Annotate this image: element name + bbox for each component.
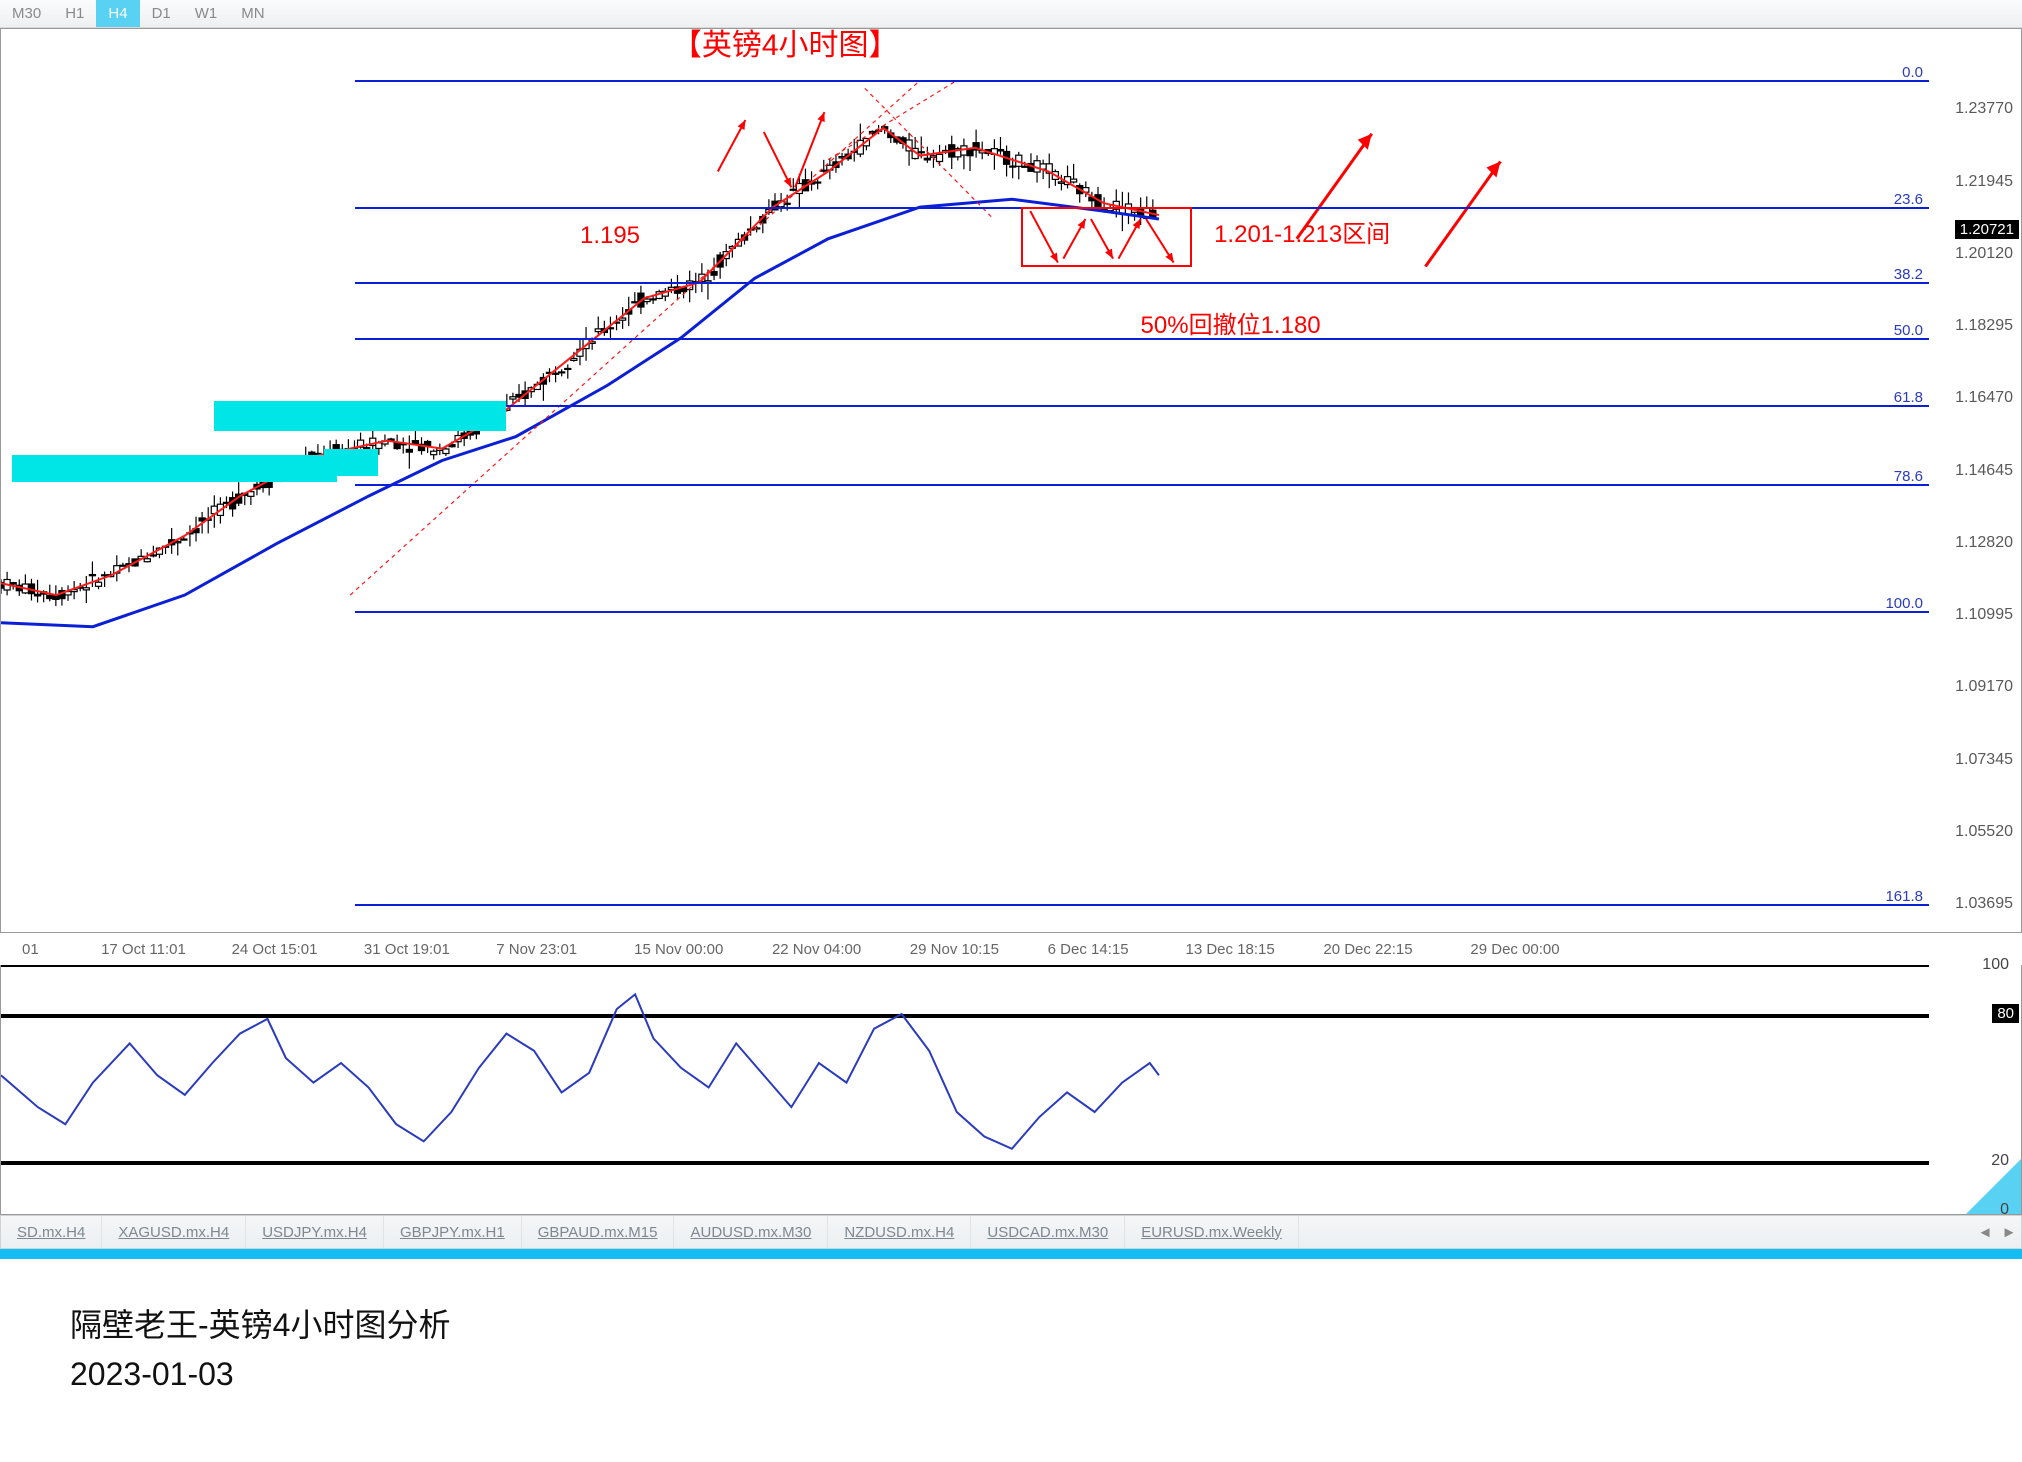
fib-label: 161.8 [1885,888,1923,905]
annotation-retracement: 50%回撤位1.180 [1141,305,1321,340]
price-tick: 1.20120 [1955,245,2013,263]
indicator-panel[interactable]: 0208010080 [0,965,2022,1215]
timeframe-mn[interactable]: MN [229,0,276,27]
indicator-badge: 80 [1992,1004,2019,1023]
timeframe-bar: M30H1H4D1W1MN [0,0,2022,28]
symbol-tab[interactable]: USDJPY.mx.H4 [246,1216,384,1248]
price-tick: 1.07345 [1955,751,2013,769]
current-price-badge: 1.20721 [1955,220,2019,239]
symbol-tabs-bar: SD.mx.H4XAGUSD.mx.H4USDJPY.mx.H4GBPJPY.m… [0,1215,2022,1249]
indicator-tick: 20 [1991,1152,2009,1170]
price-tick: 1.10995 [1955,606,2013,624]
indicator-canvas [1,965,1839,1215]
fib-label: 100.0 [1885,595,1923,612]
time-tick: 29 Nov 10:15 [910,941,999,958]
symbol-tab[interactable]: AUDUSD.mx.M30 [674,1216,828,1248]
price-tick: 1.03695 [1955,895,2013,913]
time-axis: 01 17 Oct 11:01 24 Oct 15:01 31 Oct 19:01 7 … [0,933,2022,963]
fib-line-0.0 [355,80,1930,82]
time-tick: 20 Dec 22:15 [1323,941,1412,958]
chart-title-cn: 【英镑4小时图】 [672,20,899,64]
time-tick: 13 Dec 18:15 [1186,941,1275,958]
fib-label: 0.0 [1902,64,1923,81]
price-tick: 1.14645 [1955,462,2013,480]
symbol-tab[interactable]: EURUSD.mx.Weekly [1125,1216,1299,1248]
time-tick: 01 [22,941,39,958]
supply-zone-0 [12,455,337,483]
time-tick: 7 Nov 23:01 [496,941,577,958]
price-tick: 1.21945 [1955,173,2013,191]
symbol-tab[interactable]: NZDUSD.mx.H4 [828,1216,971,1248]
annotation-range: 1.201-1.213区间 [1214,214,1390,249]
timeframe-h4[interactable]: H4 [96,0,139,27]
symbol-tab[interactable]: SD.mx.H4 [1,1216,102,1248]
time-tick: 6 Dec 14:15 [1048,941,1129,958]
fib-line-78.6 [355,484,1930,486]
annotation-1195: 1.195 [580,222,640,250]
symbol-tab[interactable]: GBPJPY.mx.H1 [384,1216,522,1248]
caption-date: 2023-01-03 [70,1356,450,1393]
fib-line-61.8 [355,405,1930,407]
timeframe-m30[interactable]: M30 [0,0,53,27]
timeframe-w1[interactable]: W1 [183,0,230,27]
timeframe-d1[interactable]: D1 [140,0,183,27]
price-tick: 1.09170 [1955,678,2013,696]
fib-label: 38.2 [1894,266,1923,283]
symbol-tab[interactable]: GBPAUD.mx.M15 [522,1216,675,1248]
price-tick: 1.05520 [1955,823,2013,841]
time-tick: 29 Dec 00:00 [1470,941,1559,958]
supply-zone-1 [214,401,506,431]
fib-label: 50.0 [1894,322,1923,339]
symbol-tab[interactable]: XAGUSD.mx.H4 [102,1216,246,1248]
time-tick: 22 Nov 04:00 [772,941,861,958]
fib-label: 61.8 [1894,389,1923,406]
tabs-scroll-right-icon[interactable]: ► [1997,1220,2021,1244]
price-tick: 1.12820 [1955,534,2013,552]
tabs-scroll-left-icon[interactable]: ◄ [1973,1220,1997,1244]
fib-label: 78.6 [1894,468,1923,485]
price-tick: 1.18295 [1955,317,2013,335]
price-chart[interactable]: 1.23770 1.21945 1.20120 1.18295 1.16470 1.146… [0,28,2022,933]
fib-label: 23.6 [1894,191,1923,208]
range-box [1021,207,1192,266]
timeframe-h1[interactable]: H1 [53,0,96,27]
fib-line-38.2 [355,282,1930,284]
time-tick: 31 Oct 19:01 [364,941,450,958]
fib-line-100.0 [355,611,1930,613]
price-tick: 1.23770 [1955,100,2013,118]
time-tick: 24 Oct 15:01 [232,941,318,958]
price-axis: 1.23770 1.21945 1.20120 1.18295 1.16470 1.146… [1929,29,2021,932]
accent-bar [0,1249,2022,1259]
time-tick: 17 Oct 11:01 [101,941,186,958]
fib-line-161.8 [355,904,1930,906]
price-tick: 1.16470 [1955,389,2013,407]
time-tick: 15 Nov 00:00 [634,941,723,958]
caption-title: 隔壁老王-英镑4小时图分析 [70,1300,450,1346]
supply-zone-2 [324,449,377,477]
symbol-tab[interactable]: USDCAD.mx.M30 [971,1216,1125,1248]
caption: 隔壁老王-英镑4小时图分析 2023-01-03 [70,1300,450,1393]
